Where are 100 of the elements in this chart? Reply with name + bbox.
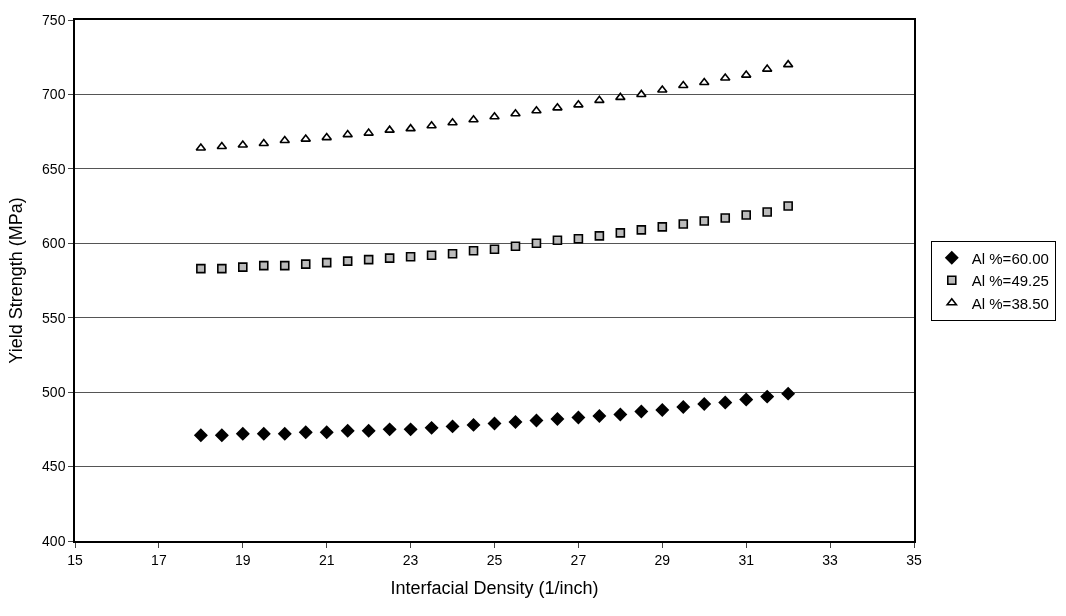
point	[258, 260, 269, 271]
point	[215, 428, 229, 442]
point	[657, 222, 668, 232]
point	[342, 129, 354, 138]
point	[487, 416, 502, 431]
point	[552, 235, 563, 246]
y-tick-label: 400	[42, 532, 66, 549]
point	[217, 263, 227, 274]
point	[615, 228, 626, 238]
point	[573, 234, 584, 244]
point	[760, 389, 774, 404]
point	[279, 260, 290, 271]
point	[781, 386, 795, 401]
point	[531, 106, 542, 114]
x-tick-label: 25	[486, 551, 503, 568]
point	[426, 250, 437, 260]
y-tick-label: 550	[42, 309, 66, 326]
point	[403, 422, 418, 437]
x-tick-label: 35	[906, 551, 922, 568]
point	[341, 424, 355, 438]
point	[216, 141, 228, 150]
point	[299, 425, 313, 439]
point	[718, 395, 732, 410]
point	[594, 231, 605, 241]
point	[489, 111, 500, 120]
y-tick-label: 700	[42, 86, 66, 103]
point	[614, 92, 626, 101]
x-tick-label: 23	[402, 551, 419, 568]
x-tick-label: 31	[738, 551, 755, 568]
point	[489, 244, 500, 255]
point	[552, 103, 563, 111]
point	[592, 409, 607, 423]
point	[510, 108, 521, 117]
x-tick-label: 17	[151, 551, 167, 568]
point	[636, 225, 647, 235]
point	[236, 427, 250, 441]
point	[321, 257, 332, 268]
point	[593, 95, 605, 104]
point	[238, 262, 248, 272]
legend-label: Al %=49.25	[971, 272, 1049, 290]
legend-label: Al %=60.00	[971, 249, 1049, 267]
y-axis-title: Yield Strength (MPa)	[5, 197, 26, 364]
point	[424, 421, 439, 435]
point	[739, 392, 753, 407]
x-tick-label: 27	[570, 551, 587, 568]
point	[363, 254, 374, 265]
point	[550, 412, 565, 426]
point	[635, 89, 647, 98]
point	[384, 253, 395, 263]
x-tick-label: 15	[67, 551, 83, 568]
point	[720, 213, 731, 223]
point	[677, 80, 689, 89]
y-tick-label: 600	[42, 235, 66, 252]
point	[613, 407, 627, 422]
point	[405, 123, 417, 132]
y-tick-label: 500	[42, 384, 66, 401]
point	[426, 120, 437, 129]
point	[321, 132, 333, 141]
y-tick-label: 650	[42, 160, 66, 177]
x-tick-label: 19	[235, 551, 251, 568]
point	[278, 427, 292, 441]
point	[342, 256, 353, 266]
point	[699, 216, 710, 226]
point	[697, 397, 711, 411]
point	[529, 413, 544, 428]
point	[279, 135, 291, 144]
point	[510, 241, 521, 252]
point	[655, 403, 669, 417]
point	[741, 210, 751, 220]
x-axis-title: Interfacial Density (1/inch)	[390, 578, 599, 599]
point	[405, 251, 416, 262]
point	[447, 117, 458, 126]
point	[468, 245, 479, 256]
point	[698, 77, 710, 86]
y-tick-label: 450	[42, 458, 66, 475]
point	[678, 219, 689, 229]
point	[531, 238, 542, 249]
point	[320, 425, 334, 439]
legend-label: Al %=38.50	[971, 294, 1049, 312]
point	[783, 201, 793, 211]
point	[634, 404, 648, 419]
x-tick-label: 29	[654, 551, 671, 568]
x-tick-label: 33	[822, 551, 839, 568]
point	[257, 427, 271, 441]
point	[447, 248, 458, 259]
point	[362, 424, 376, 438]
x-tick-label: 21	[318, 551, 335, 568]
point	[676, 400, 690, 414]
point	[508, 415, 523, 429]
point	[300, 259, 311, 269]
point	[782, 59, 794, 68]
point	[466, 418, 481, 432]
point	[382, 422, 397, 437]
point	[468, 114, 479, 123]
point	[762, 207, 772, 217]
point	[445, 419, 460, 434]
y-tick-label: 750	[42, 11, 66, 28]
point	[194, 428, 208, 442]
point	[571, 410, 586, 425]
point	[196, 263, 206, 274]
